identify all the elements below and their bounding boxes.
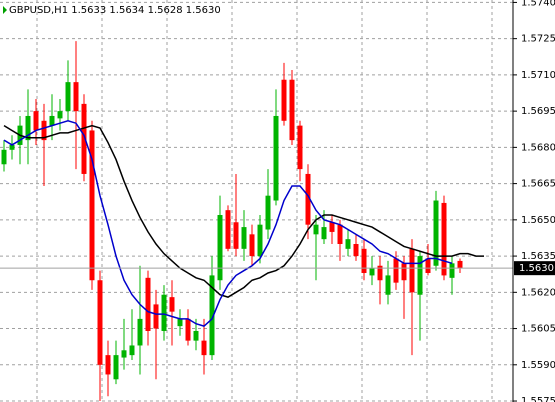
y-tick-label: 1.5680 (521, 142, 555, 153)
candle-body (417, 256, 423, 295)
candle-body (105, 355, 111, 375)
candle-body (369, 268, 375, 276)
candle-body (281, 79, 287, 121)
candle-body (353, 244, 359, 257)
candle-body (313, 224, 319, 235)
y-tick-label: 1.5620 (521, 287, 555, 298)
title-icon (3, 6, 7, 14)
candle-body (329, 222, 335, 232)
candle-body (393, 258, 399, 283)
chart-title: GBPUSD,H1 1.5633 1.5634 1.5628 1.5630 (9, 5, 221, 16)
current-price-label: 1.5630 (519, 263, 554, 274)
candle-body (289, 79, 295, 141)
moving-average (3, 120, 453, 327)
candle-body (361, 248, 367, 273)
y-tick-label: 1.5650 (521, 215, 555, 226)
candle-body (433, 200, 439, 266)
candle-body (305, 173, 311, 225)
candle-body (209, 275, 215, 356)
candle-body (273, 115, 279, 201)
candle-body (249, 234, 255, 257)
y-tick-label: 1.5710 (521, 70, 555, 81)
candle-body (337, 224, 343, 245)
candle-body (73, 82, 79, 112)
y-tick-label: 1.5575 (521, 396, 555, 402)
candle-body (33, 111, 39, 131)
candle-body (409, 248, 415, 293)
candle-body (345, 239, 351, 249)
candle-body (217, 215, 223, 281)
candle-body (401, 263, 407, 281)
candle-body (57, 111, 63, 119)
candle-body (457, 260, 463, 269)
candle-body (137, 318, 143, 346)
candle-body (145, 277, 151, 331)
candle-body (297, 125, 303, 170)
y-tick-label: 1.5695 (521, 106, 555, 117)
candle-body (177, 318, 183, 327)
candle-body (9, 144, 15, 150)
moving-average (3, 124, 484, 298)
candle-body (97, 280, 103, 365)
candle-body (241, 227, 247, 249)
candle-body (25, 115, 31, 141)
candle-body (377, 265, 383, 281)
candle-body (321, 227, 327, 240)
candle-body (121, 350, 127, 358)
candle-body (169, 297, 175, 312)
candle-body (81, 103, 87, 174)
candle-body (201, 340, 207, 356)
y-tick-label: 1.5725 (521, 34, 555, 45)
y-tick-label: 1.5665 (521, 179, 555, 190)
candle-body (1, 149, 7, 165)
candle-body (89, 130, 95, 281)
candle-body (185, 318, 191, 341)
y-tick-label: 1.5590 (521, 360, 555, 371)
candle-body (129, 345, 135, 356)
candle-body (41, 120, 47, 141)
current-price-box (514, 261, 555, 276)
candle-body (449, 263, 455, 278)
candle-body (161, 294, 167, 331)
y-tick-label: 1.5740 (521, 0, 555, 8)
candle-body (225, 210, 231, 249)
candle-body (233, 222, 239, 249)
candle-body (193, 330, 199, 341)
candle-body (153, 304, 159, 329)
candle-body (65, 82, 71, 112)
candle-body (441, 202, 447, 276)
candle-body (49, 115, 55, 126)
candle-body (265, 195, 271, 230)
y-tick-label: 1.5635 (521, 251, 555, 262)
y-tick-label: 1.5605 (521, 324, 555, 335)
candle-body (113, 355, 119, 380)
candle-body (425, 258, 431, 273)
candle-body (257, 224, 263, 257)
candle-body (385, 275, 391, 295)
